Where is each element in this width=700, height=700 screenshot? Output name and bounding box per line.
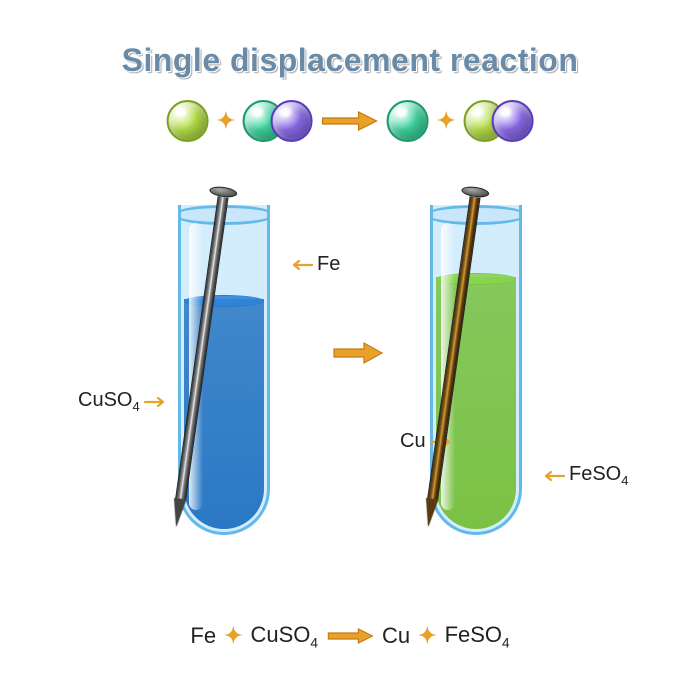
reaction-arrow-icon <box>332 340 384 366</box>
page-title: Single displacement reaction <box>122 42 579 79</box>
plus-icon: ✦ <box>418 623 436 649</box>
label-text: CuSO4 <box>78 389 140 414</box>
arrow-icon <box>321 109 379 133</box>
label-fe: Fe <box>288 253 340 276</box>
plus-icon: ✦ <box>224 623 242 649</box>
label-text: Fe <box>317 253 340 276</box>
nail-tip <box>170 498 186 527</box>
eq-feso4: FeSO4 <box>445 622 510 650</box>
tube-area: Fe CuSO4 Cu FeSO4 <box>0 185 700 575</box>
eq-cuso4: CuSO4 <box>251 622 319 650</box>
tube-after <box>430 205 522 535</box>
sphere-pair-bc <box>243 100 313 142</box>
plus-icon: ✦ <box>437 108 455 134</box>
label-text: FeSO4 <box>569 463 628 488</box>
tube-before <box>178 205 270 535</box>
arrow-icon <box>326 626 374 646</box>
sphere-a <box>167 100 209 142</box>
sphere-c <box>271 100 313 142</box>
nail-tip <box>422 498 438 527</box>
eq-fe: Fe <box>190 623 216 649</box>
plus-icon: ✦ <box>217 108 235 134</box>
atom-schematic: ✦ ✦ <box>167 100 534 142</box>
label-feso4: FeSO4 <box>540 463 628 488</box>
eq-cu: Cu <box>382 623 410 649</box>
label-text: Cu <box>400 430 426 453</box>
label-cuso4: CuSO4 <box>78 389 169 414</box>
sphere-c <box>491 100 533 142</box>
sphere-pair-ac <box>463 100 533 142</box>
equation: Fe ✦ CuSO4 Cu ✦ FeSO4 <box>190 622 509 650</box>
sphere-b <box>387 100 429 142</box>
